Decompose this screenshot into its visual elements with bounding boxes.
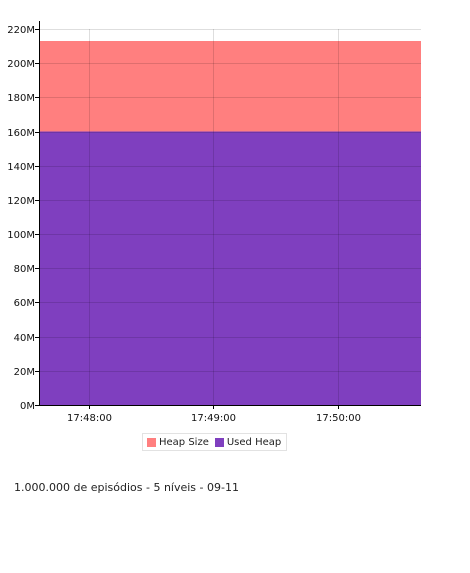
y-tick-label: 180M — [7, 93, 35, 104]
x-tick-label: 17:50:00 — [316, 413, 361, 424]
y-tick-label: 160M — [7, 128, 35, 139]
y-tick-label: 100M — [7, 230, 35, 241]
y-tick-label: 140M — [7, 162, 35, 173]
y-tick-label: 40M — [14, 333, 35, 344]
x-tick-label: 17:49:00 — [191, 413, 236, 424]
y-tick-label: 80M — [14, 264, 35, 275]
legend-swatch-heap-size — [147, 437, 156, 447]
y-tick-label: 200M — [7, 59, 35, 70]
legend-swatch-used-heap — [214, 437, 224, 447]
legend-label-heap-size: Heap Size — [159, 436, 209, 448]
chart-legend: Heap Size Used Heap — [142, 433, 288, 451]
area-layer — [39, 40, 421, 406]
y-tick-label: 20M — [14, 367, 35, 378]
area-used-heap — [39, 131, 421, 405]
axis-layer: 0M 20M 40M 60M 80M 100M 120M 140M 160M 180M 200M 22… — [7, 21, 421, 424]
legend-item-used-heap: Used Heap — [214, 436, 282, 448]
legend-label-used-heap: Used Heap — [226, 436, 282, 448]
y-tick-label: 120M — [7, 196, 35, 207]
heap-chart: 0M 20M 40M 60M 80M 100M 120M 140M 160M 180M 200M 22… — [7, 21, 421, 424]
y-tick-label: 220M — [7, 25, 35, 36]
y-tick-label: 60M — [14, 298, 35, 309]
legend-item-heap-size: Heap Size — [147, 437, 209, 448]
y-tick-label: 0M — [20, 401, 35, 412]
x-tick-label: 17:48:00 — [67, 413, 112, 424]
chart-caption: 1.000.000 de episódios - 5 níveis - 09-1… — [14, 481, 239, 494]
grid-layer — [39, 29, 421, 405]
